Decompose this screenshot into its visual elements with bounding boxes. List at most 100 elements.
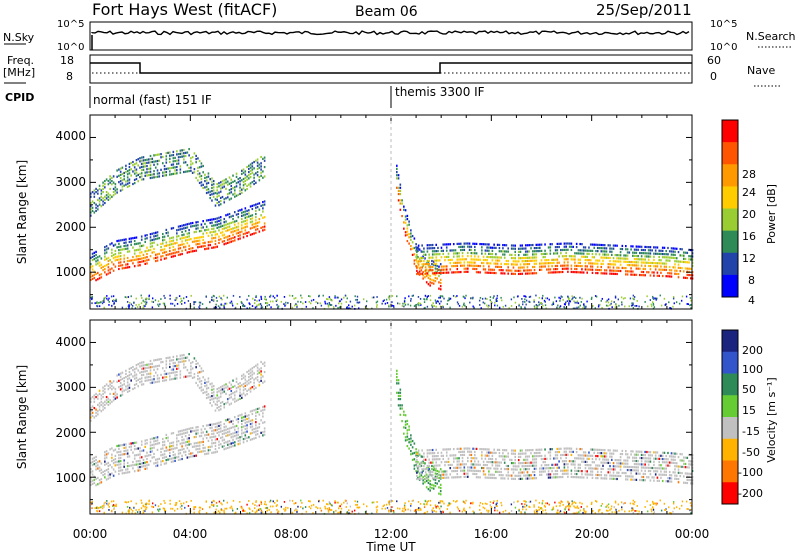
echo-cell — [600, 250, 603, 253]
echo-cell — [241, 172, 243, 176]
echo-cell — [418, 302, 420, 304]
echo-cell — [605, 247, 608, 250]
echo-cell — [218, 440, 220, 443]
echo-cell — [248, 417, 250, 420]
echo-cell — [415, 303, 418, 306]
echo-cell — [210, 299, 213, 301]
echo-cell — [530, 477, 532, 480]
echo-cell — [526, 461, 529, 464]
echo-cell — [183, 375, 185, 379]
echo-cell — [437, 253, 439, 256]
echo-cell — [212, 218, 215, 221]
echo-cell — [142, 383, 145, 386]
echo-cell — [626, 257, 629, 260]
echo-cell — [596, 265, 599, 268]
echo-cell — [551, 476, 553, 479]
echo-cell — [549, 454, 552, 457]
echo-cell — [154, 461, 157, 465]
echo-cell — [630, 304, 633, 307]
echo-cell — [431, 247, 434, 250]
echo-cell — [413, 305, 416, 308]
echo-cell — [563, 261, 566, 264]
echo-cell — [258, 407, 261, 410]
echo-cell — [396, 379, 398, 382]
echo-cell — [397, 199, 400, 202]
echo-cell — [616, 474, 618, 477]
echo-cell — [244, 207, 247, 210]
echo-cell — [112, 257, 115, 260]
echo-cell — [183, 227, 185, 230]
echo-cell — [524, 301, 526, 303]
echo-cell — [355, 298, 357, 301]
echo-cell — [454, 457, 457, 460]
echo-cell — [571, 298, 573, 301]
echo-cell — [105, 399, 108, 402]
echo-cell — [422, 274, 424, 277]
echo-cell — [482, 243, 485, 246]
echo-cell — [249, 438, 252, 441]
echo-cell — [165, 363, 168, 366]
echo-cell — [451, 258, 453, 261]
echo-cell — [176, 446, 178, 449]
echo-cell — [514, 462, 517, 465]
echo-cell — [484, 448, 487, 451]
echo-cell — [376, 304, 378, 306]
echo-cell — [163, 235, 166, 238]
echo-cell — [172, 450, 175, 454]
echo-cell — [258, 221, 261, 224]
echo-cell — [202, 440, 204, 443]
echo-cell — [406, 435, 409, 438]
echo-cell — [119, 189, 122, 192]
echo-cell — [130, 168, 132, 171]
echo-cell — [488, 448, 490, 451]
echo-cell — [482, 460, 485, 463]
echo-cell — [493, 243, 495, 246]
echo-cell — [493, 246, 495, 249]
echo-cell — [251, 409, 254, 412]
echo-cell — [244, 179, 247, 182]
echo-cell — [104, 201, 106, 205]
echo-cell — [516, 269, 518, 272]
echo-cell — [558, 271, 560, 274]
echo-cell — [691, 264, 694, 268]
echo-cell — [246, 424, 248, 427]
echo-cell — [456, 267, 459, 271]
echo-cell — [565, 251, 567, 255]
echo-cell — [193, 303, 195, 306]
echo-cell — [249, 368, 252, 371]
echo-cell — [503, 467, 506, 471]
echo-cell — [140, 465, 143, 468]
echo-cell — [183, 170, 185, 174]
echo-cell — [422, 476, 424, 479]
echo-cell — [437, 454, 439, 458]
echo-cell — [444, 470, 446, 473]
echo-cell — [90, 483, 92, 486]
echo-cell — [226, 418, 229, 421]
echo-cell — [544, 249, 546, 252]
echo-cell — [241, 432, 243, 435]
echo-cell — [554, 454, 557, 457]
echo-cell — [486, 243, 488, 246]
echo-cell — [586, 249, 588, 252]
echo-cell — [458, 476, 460, 479]
echo-cell — [173, 304, 176, 307]
echo-cell — [230, 197, 233, 200]
echo-cell — [230, 433, 233, 436]
echo-cell — [440, 271, 443, 275]
echo-cell — [172, 239, 175, 242]
echo-cell — [577, 469, 580, 473]
echo-cell — [98, 203, 101, 206]
echo-cell — [403, 221, 405, 224]
echo-cell — [190, 250, 192, 253]
nsky-label: N.Sky — [3, 31, 35, 44]
echo-cell — [112, 458, 115, 462]
echo-cell — [186, 251, 189, 254]
echo-cell — [214, 422, 217, 426]
echo-cell — [510, 452, 513, 455]
echo-cell — [658, 255, 660, 259]
echo-cell — [112, 190, 115, 194]
echo-cell — [204, 173, 206, 176]
echo-cell — [621, 244, 624, 248]
echo-cell — [500, 269, 502, 272]
echo-cell — [172, 377, 175, 381]
